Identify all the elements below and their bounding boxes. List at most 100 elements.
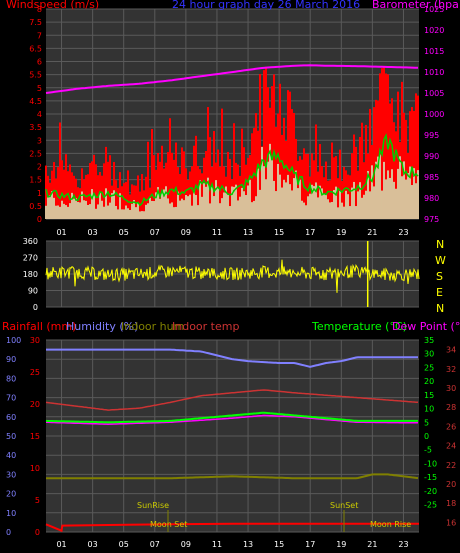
windspeed-avg-line — [45, 133, 419, 207]
wind-x-tick-label: 07 — [150, 228, 160, 237]
rainfall-y-tick-label: 5 — [35, 496, 40, 505]
wind-x-tick-label: 17 — [305, 228, 315, 237]
rainfall-line — [45, 522, 419, 533]
direction-y-axis-ticks: 0 90 180 270 360 — [23, 237, 38, 312]
climate-x-tick-label: 19 — [336, 540, 346, 549]
rainfall-y-tick-label: 20 — [30, 400, 40, 409]
climate-x-axis-ticks: 01 03 05 07 09 11 13 15 17 19 21 23 — [56, 540, 408, 549]
humidity-y-tick-label: 50 — [6, 432, 16, 441]
temperature-y-tick-label: 5 — [424, 418, 429, 427]
barometer-y-tick-label: 975 — [424, 215, 439, 224]
climate-x-tick-label: 17 — [305, 540, 315, 549]
climate-y-axis-ticks: 0102030405060708090100051015202530-25-20… — [6, 336, 456, 537]
temperature-y-tick-label: 10 — [424, 405, 434, 414]
indoor-temp-y-tick-label: 20 — [446, 480, 456, 489]
barometer-title: Barometer (hpa) — [372, 0, 460, 11]
humidity-y-tick-label: 100 — [6, 336, 21, 345]
barometer-y-tick-label: 1020 — [424, 26, 444, 35]
wind-y-tick-label: 7.5 — [29, 18, 42, 27]
graph-title: 24 hour graph day 26 March 2016 — [172, 0, 360, 11]
wind-y-tick-label: 6.5 — [29, 44, 42, 53]
temperature-y-tick-label: -10 — [424, 459, 437, 468]
indoor-temp-y-tick-label: 32 — [446, 365, 456, 374]
climate-x-tick-label: 05 — [119, 540, 129, 549]
barometer-y-tick-label: 1005 — [424, 89, 444, 98]
indoor-temp-y-tick-label: 16 — [446, 518, 456, 527]
wind-y-tick-label: 4.5 — [29, 97, 42, 106]
humidity-y-tick-label: 10 — [6, 509, 16, 518]
compass-n-top: N — [436, 238, 444, 251]
temperature-y-tick-label: 20 — [424, 377, 434, 386]
temperature-y-tick-label: -25 — [424, 501, 437, 510]
wind-y-tick-label: 3 — [37, 136, 42, 145]
climate-x-tick-label: 13 — [243, 540, 253, 549]
climate-x-tick-label: 11 — [212, 540, 222, 549]
rainfall-y-tick-label: 0 — [35, 528, 40, 537]
indoor-hum-line — [46, 473, 419, 480]
wind-y-axis-ticks: 0 0.5 1 1.5 2 2.5 3 3.5 4 4.5 5 5.5 6 6.5 7 7.5 8 — [29, 5, 42, 224]
wind-x-axis-ticks: 01 03 05 07 09 11 13 15 17 19 21 23 — [56, 228, 408, 237]
direction-y-tick-label: 0 — [33, 303, 38, 312]
humidity-y-tick-label: 20 — [6, 490, 16, 499]
indoor-temp-y-tick-label: 26 — [446, 422, 456, 431]
wind-x-tick-label: 09 — [181, 228, 191, 237]
temperature-title: Temperature (°C) — [311, 320, 407, 333]
barometer-y-tick-label: 995 — [424, 131, 439, 140]
climate-x-tick-label: 15 — [274, 540, 284, 549]
temperature-y-tick-label: -5 — [424, 446, 432, 455]
indoor-temp-y-tick-label: 34 — [446, 346, 456, 355]
barometer-y-tick-label: 1025 — [424, 5, 444, 14]
direction-series — [45, 241, 420, 307]
wind-y-tick-label: 1 — [37, 189, 42, 198]
barometer-y-tick-label: 1015 — [424, 47, 444, 56]
wind-x-tick-label: 03 — [88, 228, 98, 237]
barometer-line — [45, 64, 419, 94]
rainfall-y-tick-label: 10 — [30, 464, 40, 473]
temperature-line — [45, 411, 418, 424]
climate-x-tick-label: 01 — [56, 540, 66, 549]
wind-direction-line — [45, 259, 420, 293]
windspeed-title: Windspeed (m/s) — [6, 0, 99, 11]
temperature-y-tick-label: 15 — [424, 391, 434, 400]
wind-y-tick-label: 1.5 — [29, 176, 42, 185]
barometer-y-axis-ticks: 975 980 985 990 995 1000 1005 1010 1015 1020 1025 — [424, 5, 444, 224]
wind-x-tick-label: 19 — [336, 228, 346, 237]
wind-x-tick-label: 05 — [119, 228, 129, 237]
wind-y-tick-label: 5.5 — [29, 71, 42, 80]
rainfall-y-tick-label: 30 — [30, 336, 40, 345]
barometer-y-tick-label: 980 — [424, 194, 439, 203]
wind-x-tick-label: 01 — [56, 228, 66, 237]
wind-x-tick-label: 15 — [274, 228, 284, 237]
dew-point-title: Dew Point (°C) — [392, 320, 460, 333]
indoor-temp-y-tick-label: 28 — [446, 403, 456, 412]
wind-y-tick-label: 2.5 — [29, 149, 42, 158]
humidity-y-tick-label: 0 — [6, 528, 11, 537]
wind-y-tick-label: 0 — [37, 215, 42, 224]
humidity-line — [46, 348, 418, 368]
wind-x-tick-label: 23 — [398, 228, 408, 237]
wind-y-tick-label: 7 — [37, 31, 42, 40]
wind-x-tick-label: 13 — [243, 228, 253, 237]
indoor-hum-title: Indoor hum — [121, 320, 184, 333]
humidity-y-tick-label: 70 — [6, 394, 16, 403]
temperature-y-tick-label: -20 — [424, 487, 437, 496]
humidity-y-tick-label: 90 — [6, 355, 16, 364]
temperature-y-tick-label: 35 — [424, 336, 434, 345]
direction-y-tick-label: 180 — [23, 270, 38, 279]
indoor-temp-line — [45, 389, 419, 411]
indoor-temp-y-tick-label: 24 — [446, 442, 456, 451]
temperature-y-tick-label: 25 — [424, 363, 434, 372]
moonrise-label: Moon Rise — [370, 520, 411, 529]
wind-y-tick-label: 0.5 — [29, 202, 42, 211]
compass-n-bottom: N — [436, 302, 444, 315]
climate-series-lines — [45, 348, 419, 533]
barometer-y-tick-label: 1010 — [424, 68, 444, 77]
humidity-y-tick-label: 80 — [6, 374, 16, 383]
indoor-temp-title: Indoor temp — [172, 320, 239, 333]
direction-y-tick-label: 90 — [28, 287, 38, 296]
compass-w: W — [435, 254, 446, 267]
wind-y-tick-label: 4 — [37, 110, 42, 119]
climate-x-tick-label: 07 — [150, 540, 160, 549]
dew-point-line — [46, 414, 418, 425]
